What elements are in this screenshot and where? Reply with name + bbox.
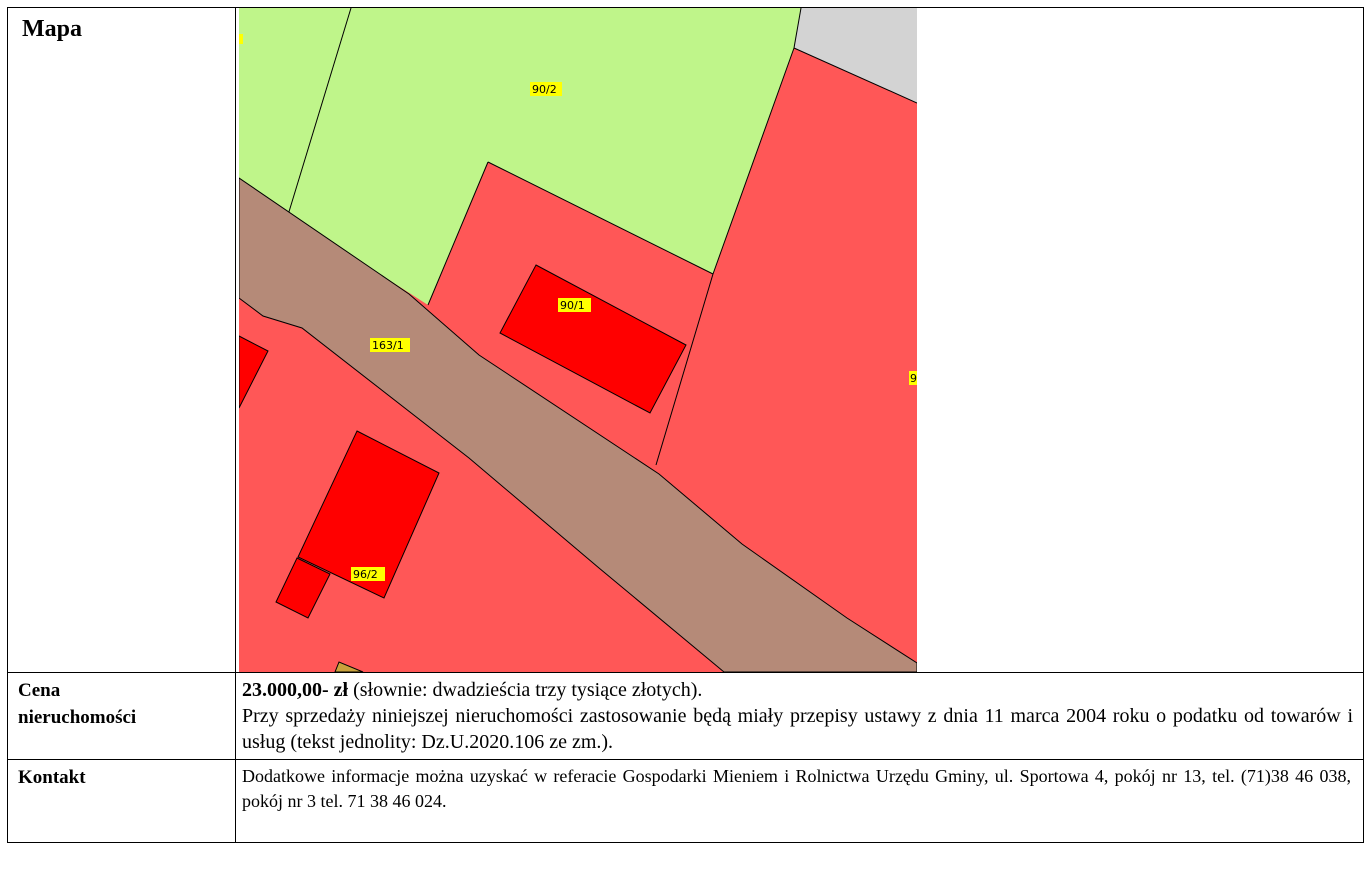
green-parcel-90-2 <box>239 8 801 305</box>
cadastral-map[interactable]: 90/2 90/1 163/1 96/2 9 <box>239 8 917 672</box>
price-row: Cena nieruchomości 23.000,00- zł (słowni… <box>7 672 1364 760</box>
gray-area <box>794 8 917 103</box>
label-96-2: 96/2 <box>353 568 378 581</box>
label-edge-9: 9 <box>910 372 917 385</box>
contact-text: Dodatkowe informacje można uzyskać w ref… <box>235 759 1364 843</box>
parcel-boundaries <box>287 8 917 466</box>
price-label-line1: Cena <box>18 680 61 701</box>
price-label-line2: nieruchomości <box>18 707 137 728</box>
edge-label-mark <box>239 34 243 44</box>
price-amount-words: (słownie: dwadzieścia trzy tysiące złoty… <box>348 679 703 701</box>
price-amount: 23.000,00- zł <box>242 679 349 701</box>
map-cell: 90/2 90/1 163/1 96/2 9 <box>235 7 1364 673</box>
contact-label: Kontakt <box>7 759 236 843</box>
price-content: 23.000,00- zł (słownie: dwadzieścia trzy… <box>235 672 1364 760</box>
label-163-1: 163/1 <box>372 339 404 352</box>
parcel-labels: 90/2 90/1 163/1 96/2 9 <box>351 82 917 581</box>
building-96-2 <box>297 430 440 599</box>
contact-row: Kontakt Dodatkowe informacje można uzysk… <box>7 759 1364 843</box>
building-left-partial <box>239 335 269 409</box>
map-label: Mapa <box>7 7 236 673</box>
price-label: Cena nieruchomości <box>7 672 236 760</box>
price-note: Przy sprzedaży niniejszej nieruchomości … <box>242 705 1353 753</box>
road-163-1 <box>239 177 917 672</box>
property-table: Mapa <box>7 7 1364 843</box>
price-amount-line: 23.000,00- zł (słownie: dwadzieścia trzy… <box>242 677 1353 703</box>
building-90-1 <box>499 264 687 414</box>
label-90-2: 90/2 <box>532 83 557 96</box>
label-90-1: 90/1 <box>560 299 585 312</box>
building-96-2-annex <box>275 557 331 619</box>
map-row: Mapa <box>7 7 1364 673</box>
small-yellow-object <box>334 661 364 672</box>
